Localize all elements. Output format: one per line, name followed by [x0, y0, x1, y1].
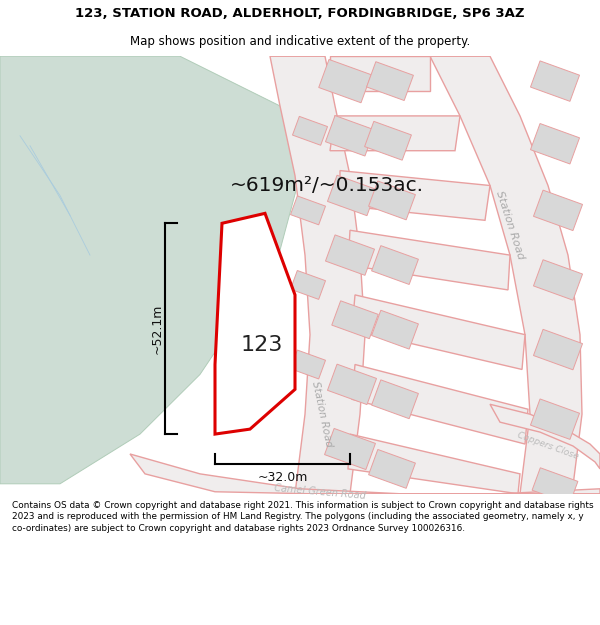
Polygon shape	[371, 380, 418, 419]
Polygon shape	[330, 56, 430, 91]
Polygon shape	[290, 196, 326, 225]
Polygon shape	[215, 213, 295, 434]
Polygon shape	[328, 175, 377, 216]
Text: 123: 123	[241, 334, 283, 354]
Text: ~52.1m: ~52.1m	[151, 304, 163, 354]
Polygon shape	[368, 181, 415, 220]
Polygon shape	[348, 434, 520, 494]
Polygon shape	[325, 116, 374, 156]
Text: Station Road: Station Road	[310, 381, 334, 448]
Text: Contains OS data © Crown copyright and database right 2021. This information is : Contains OS data © Crown copyright and d…	[12, 501, 593, 533]
Text: Coppers Close: Coppers Close	[516, 431, 580, 461]
Polygon shape	[367, 62, 413, 101]
Polygon shape	[490, 404, 600, 469]
Polygon shape	[328, 364, 377, 404]
Polygon shape	[365, 121, 412, 160]
Text: 123, STATION ROAD, ALDERHOLT, FORDINGBRIDGE, SP6 3AZ: 123, STATION ROAD, ALDERHOLT, FORDINGBRI…	[75, 8, 525, 20]
Polygon shape	[530, 399, 580, 439]
Polygon shape	[130, 454, 600, 494]
Polygon shape	[340, 171, 490, 220]
Polygon shape	[532, 468, 578, 504]
Polygon shape	[290, 271, 326, 299]
Polygon shape	[371, 246, 418, 284]
Polygon shape	[0, 56, 300, 484]
Text: Map shows position and indicative extent of the property.: Map shows position and indicative extent…	[130, 35, 470, 48]
Polygon shape	[290, 350, 326, 379]
Polygon shape	[352, 364, 528, 444]
Text: ~619m²/~0.153ac.: ~619m²/~0.153ac.	[230, 176, 424, 195]
Polygon shape	[430, 56, 582, 494]
Polygon shape	[319, 59, 371, 102]
Polygon shape	[533, 190, 583, 231]
Polygon shape	[533, 329, 583, 370]
Polygon shape	[332, 301, 378, 339]
Text: Station Road: Station Road	[494, 189, 526, 261]
Polygon shape	[368, 449, 415, 488]
Polygon shape	[530, 124, 580, 164]
Polygon shape	[330, 116, 460, 151]
Polygon shape	[325, 235, 374, 276]
Polygon shape	[530, 61, 580, 101]
Polygon shape	[352, 295, 525, 369]
Text: Camel Green Road: Camel Green Road	[274, 482, 366, 501]
Polygon shape	[292, 116, 328, 145]
Polygon shape	[348, 230, 510, 290]
Text: ~32.0m: ~32.0m	[257, 471, 308, 484]
Polygon shape	[270, 56, 365, 494]
Polygon shape	[325, 429, 376, 469]
Polygon shape	[533, 260, 583, 300]
Polygon shape	[371, 310, 418, 349]
